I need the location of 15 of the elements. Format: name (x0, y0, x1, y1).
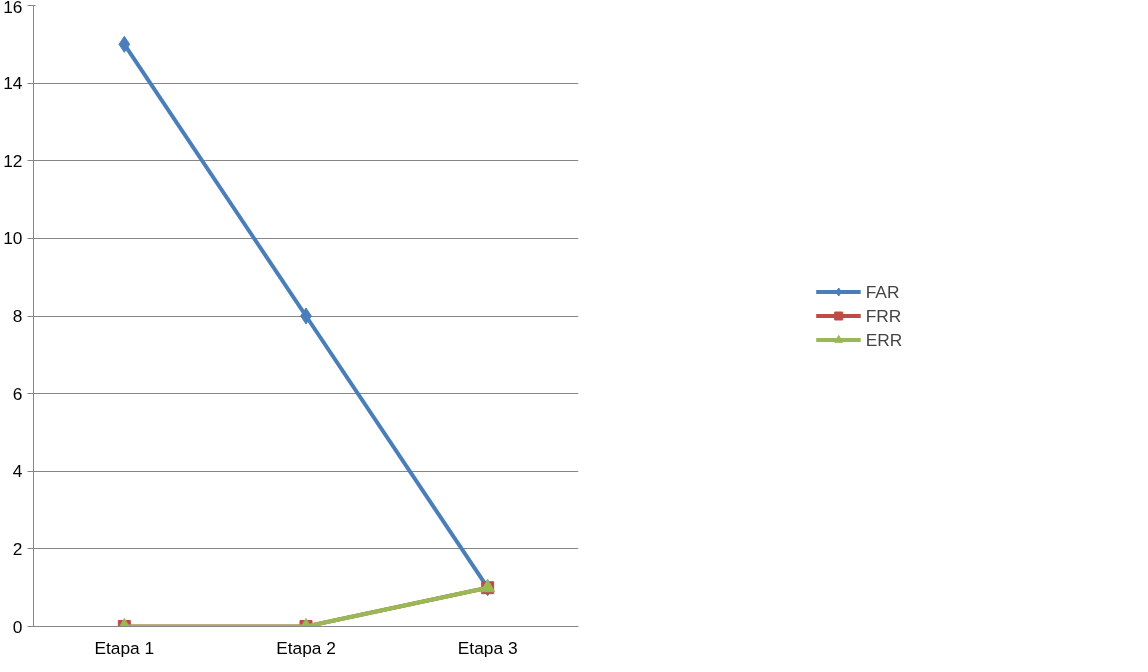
x-tick-label: Etapa 2 (276, 637, 336, 658)
y-tick-label: 8 (12, 306, 23, 326)
y-tick-label: 16 (3, 0, 23, 17)
y-tick-label: 2 (12, 538, 23, 559)
legend-label: ERR (865, 329, 903, 350)
legend-label: FRR (865, 305, 902, 326)
y-tick-label: 4 (12, 461, 23, 482)
y-tick-label: 6 (12, 383, 23, 404)
y-tick-label: 0 (12, 616, 23, 637)
y-tick-label: 12 (3, 150, 23, 171)
legend-label: FAR (865, 281, 900, 302)
y-tick-label: 10 (3, 228, 23, 249)
y-tick-label: 14 (3, 73, 23, 94)
x-tick-label: Etapa 1 (94, 637, 155, 658)
x-tick-label: Etapa 3 (457, 637, 518, 658)
